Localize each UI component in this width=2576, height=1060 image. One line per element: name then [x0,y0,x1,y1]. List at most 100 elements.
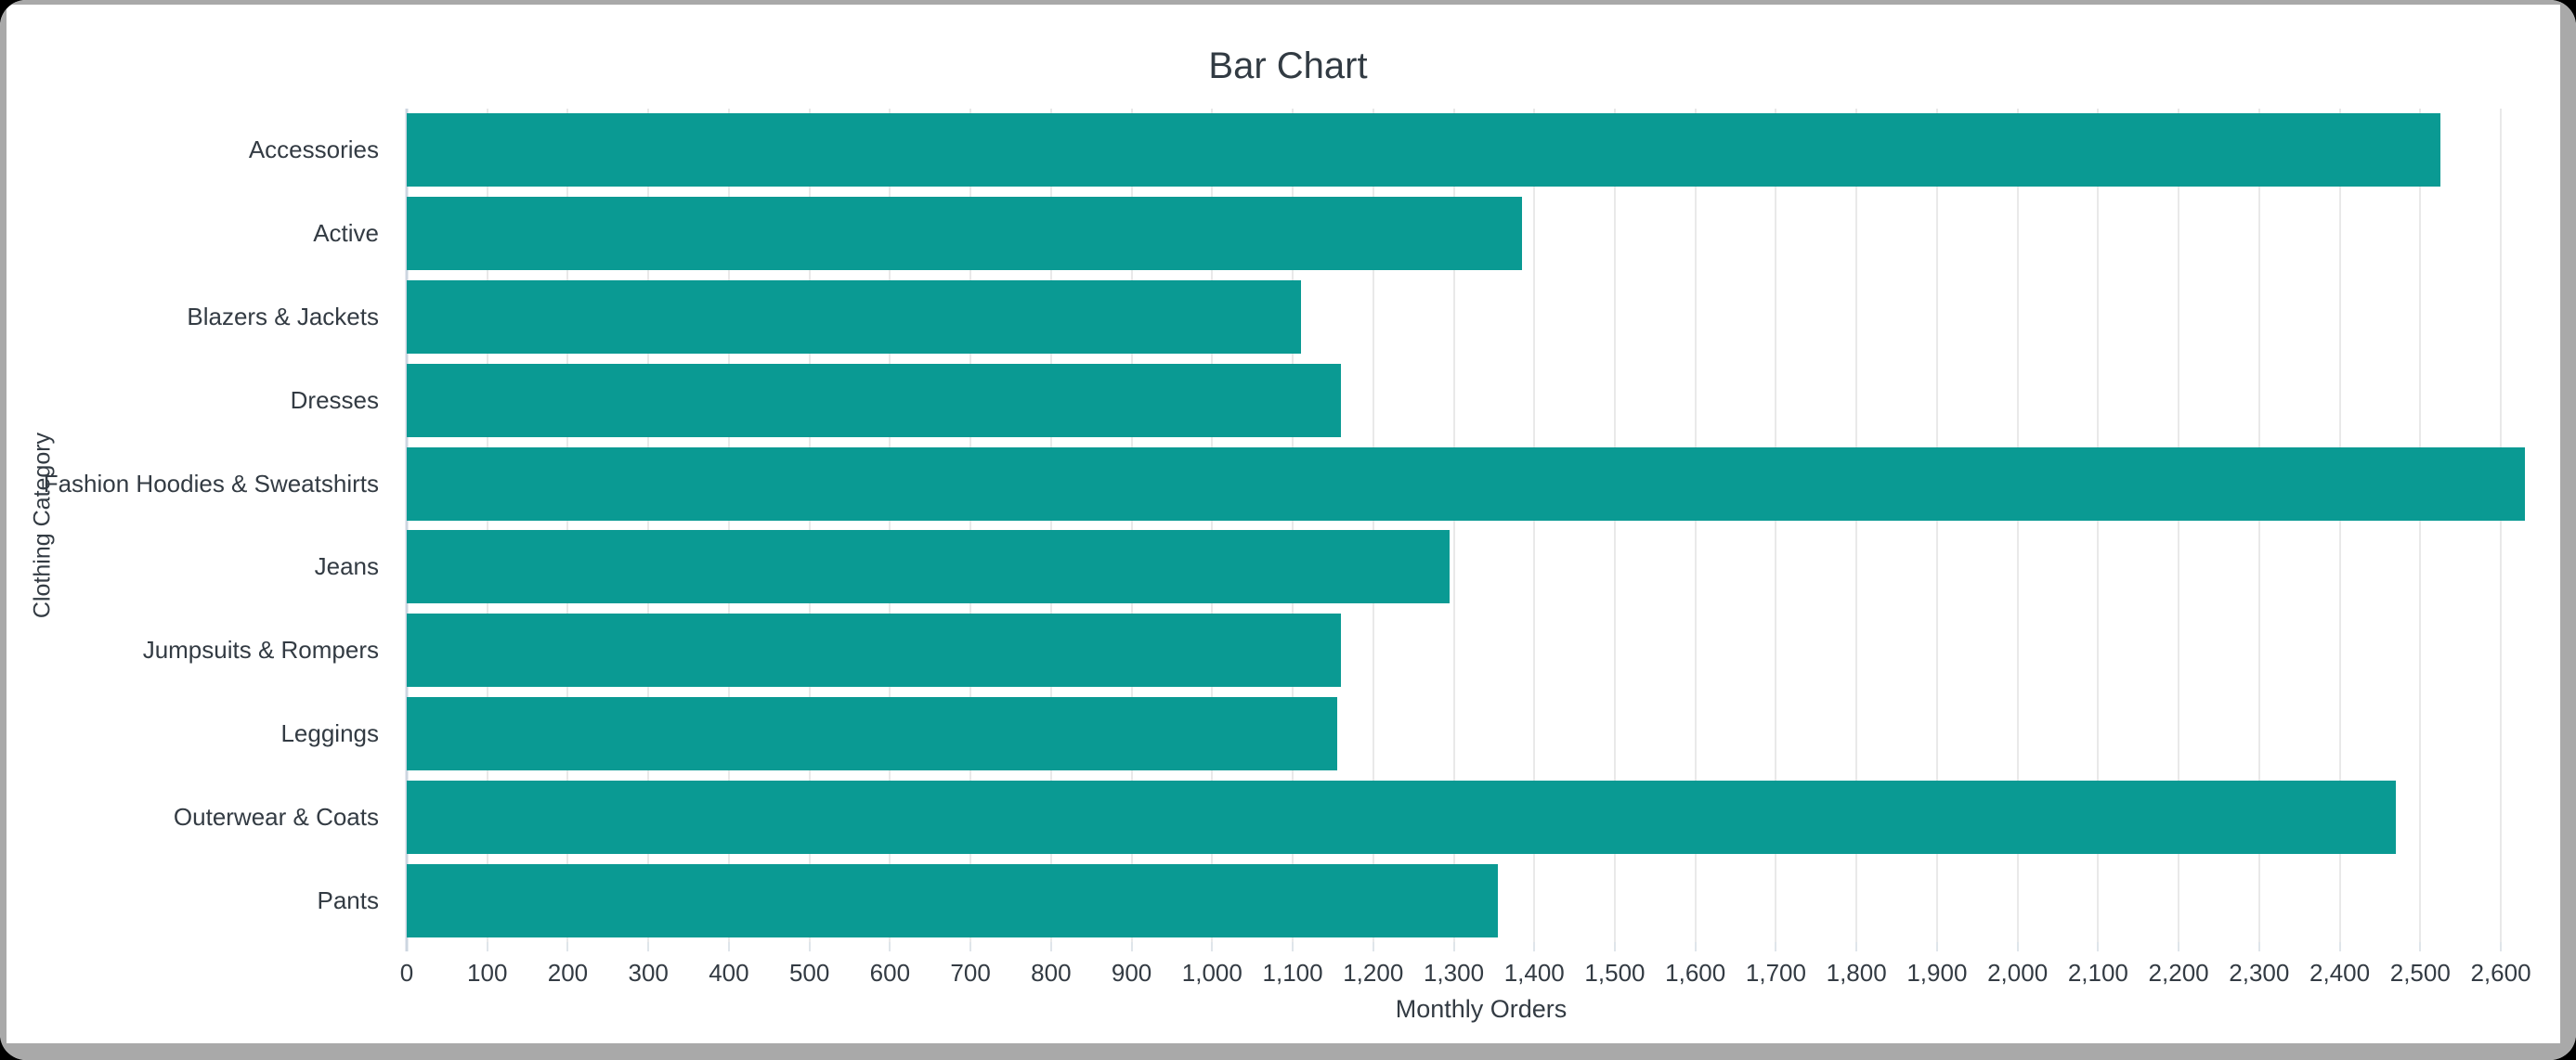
x-tick-label: 1,200 [1343,959,1404,987]
x-tick-mark [1292,942,1295,951]
bar[interactable] [407,197,1523,271]
gridline [808,109,811,942]
bar[interactable] [407,614,1342,688]
x-tick-mark [727,942,730,951]
y-category-label: Dresses [290,385,379,414]
chart-title: Bar Chart [1208,45,1368,86]
gridline [1130,109,1133,942]
gridline [1049,109,1052,942]
gridline [2016,109,2019,942]
x-tick-mark [1694,942,1697,951]
y-axis-labels: Accessories Active Blazers & Jackets Dresse… [0,109,379,942]
x-tick-mark [1372,942,1374,951]
x-tick-label: 1,900 [1906,959,1968,987]
frame-border-bottom [0,1043,2576,1060]
x-tick-label: 2,400 [2309,959,2371,987]
bar[interactable] [407,530,1451,604]
gridline [969,109,972,942]
x-tick-label: 200 [547,959,589,987]
gridline [2419,109,2422,942]
gridline [1855,109,1858,942]
x-tick-label: 400 [709,959,749,987]
gridline [2097,109,2100,942]
x-tick-label: 2,300 [2229,959,2290,987]
x-tick-mark [1613,942,1616,951]
frame-border-right [2560,0,2576,1060]
bar[interactable] [407,446,2526,521]
y-category-label: Leggings [280,718,379,747]
x-tick-mark [647,942,650,951]
x-tick-label: 1,300 [1423,959,1485,987]
y-category-label: Accessories [248,136,379,164]
x-tick-label: 2,200 [2148,959,2209,987]
gridline [1613,109,1616,942]
y-category-label: Blazers & Jackets [187,302,379,330]
x-tick-mark [2338,942,2341,951]
x-tick-mark [808,942,811,951]
bar[interactable] [407,863,1499,937]
x-tick-label: 600 [869,959,911,987]
x-tick-mark [1855,942,1858,951]
x-tick-label: 100 [467,959,508,987]
x-tick-label: 1,600 [1665,959,1726,987]
bar[interactable] [407,780,2397,854]
x-tick-label: 1,100 [1262,959,1323,987]
x-tick-label: 1,000 [1181,959,1242,987]
x-tick-label: 2,000 [1987,959,2049,987]
gridline [1935,109,1938,942]
bar[interactable] [407,696,1337,770]
frame-border-left [0,0,7,1060]
gridline [1211,109,1214,942]
gridline [1292,109,1295,942]
gridline [1372,109,1374,942]
gridline [2178,109,2180,942]
x-tick-mark [1130,942,1133,951]
gridline [566,109,569,942]
x-tick-label: 2,600 [2470,959,2531,987]
x-tick-label: 1,400 [1503,959,1565,987]
y-category-label: Jumpsuits & Rompers [142,636,379,665]
gridline [486,109,488,942]
gridline [647,109,650,942]
x-tick-label: 1,700 [1745,959,1806,987]
x-axis-baseline [405,109,409,951]
gridline [889,109,891,942]
x-tick-label: 700 [950,959,991,987]
gridline [1533,109,1536,942]
x-tick-label: 800 [1031,959,1072,987]
x-tick-mark [969,942,972,951]
x-tick-label: 2,100 [2067,959,2128,987]
bar[interactable] [407,113,2440,187]
x-tick-label: 0 [399,959,414,987]
gridline [1452,109,1455,942]
x-tick-mark [486,942,488,951]
x-tick-mark [566,942,569,951]
x-tick-mark [2016,942,2019,951]
x-tick-mark [1211,942,1214,951]
bar[interactable] [407,279,1301,354]
gridline [1694,109,1697,942]
gridline [2500,109,2503,942]
x-tick-mark [1935,942,1938,951]
y-category-label: Outerwear & Coats [173,802,379,831]
x-tick-mark [2178,942,2180,951]
x-tick-mark [2419,942,2422,951]
plot-area [405,109,2556,951]
y-category-label: Pants [317,885,380,914]
x-axis-ticks: 0 100 200 300 400 500 600 700 800 900 1,000 1,100 1,… [400,959,2556,989]
x-tick-mark [1533,942,1536,951]
x-tick-mark [2097,942,2100,951]
x-tick-label: 2,500 [2389,959,2451,987]
bar[interactable] [407,363,1342,437]
x-tick-label: 1,500 [1584,959,1646,987]
x-tick-label: 900 [1111,959,1152,987]
x-tick-mark [2257,942,2260,951]
gridline [727,109,730,942]
y-category-label: Fashion Hoodies & Sweatshirts [43,469,379,498]
x-tick-mark [1049,942,1052,951]
gridline [2338,109,2341,942]
x-tick-label: 500 [788,959,830,987]
x-axis-title: Monthly Orders [1395,995,1568,1023]
x-tick-mark [1775,942,1777,951]
